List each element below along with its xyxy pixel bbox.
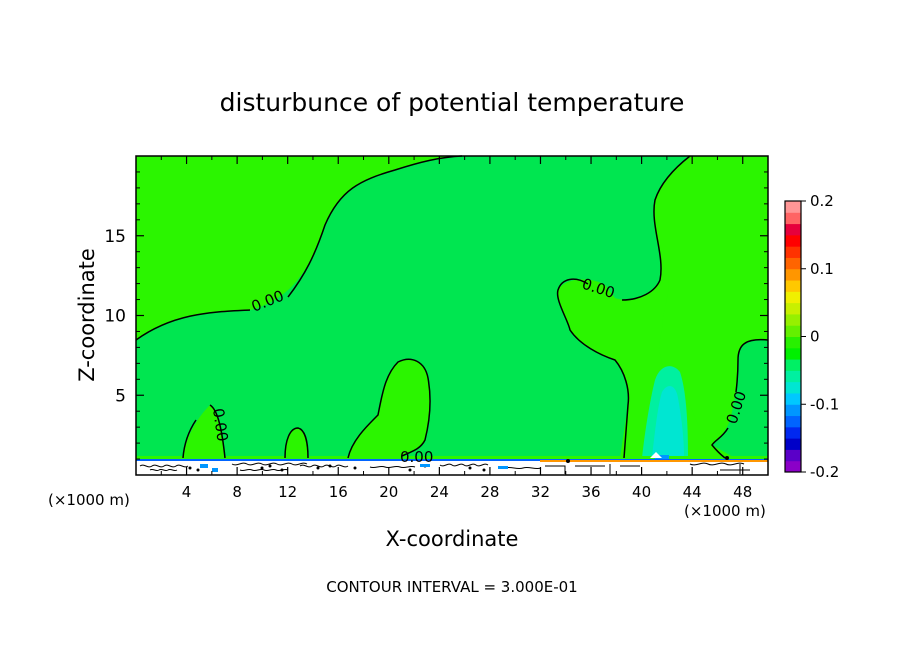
surface-noise [139, 462, 750, 474]
colorbar-tick-label: 0 [810, 328, 820, 346]
negative-core-inner [652, 386, 684, 458]
negative-region-right [712, 339, 768, 458]
colorbar-swatch [785, 201, 801, 213]
plot-area: 0.00 0.00 0.00 0.00 0.00 [135, 155, 769, 476]
background-pocket-5 [348, 359, 431, 458]
x-tick-label: 4 [182, 483, 192, 501]
y-tick-label: 5 [115, 386, 126, 406]
colorbar-swatch [785, 381, 801, 394]
colorbar-swatch [785, 257, 801, 270]
colorbar-swatch [785, 268, 801, 281]
colorbar-swatch [785, 325, 801, 337]
x-tick-label: 8 [232, 483, 242, 501]
x-tick-label: 12 [278, 483, 297, 501]
zero-contours [135, 155, 769, 459]
background-pocket-2 [653, 156, 768, 445]
colorbar-swatch [785, 212, 801, 225]
colorbar-swatch [785, 392, 801, 405]
background-pocket-3 [183, 405, 225, 458]
background-pocket-1 [136, 156, 462, 340]
colorbar-swatch [785, 336, 801, 349]
colorbar-swatch [785, 234, 801, 247]
x-tick-label: 28 [480, 483, 499, 501]
colorbar-swatch [785, 302, 801, 315]
x-tick-label: 40 [632, 483, 651, 501]
colorbar-tick-label: 0.1 [810, 260, 834, 278]
colorbar-swatch [785, 347, 801, 360]
x-tick-label: 36 [581, 483, 600, 501]
colorbar-swatch [785, 415, 801, 428]
colorbar-tick-label: -0.2 [810, 463, 839, 481]
y-tick-label: 10 [104, 307, 126, 327]
x-unit-label-right: (×1000 m) [684, 502, 766, 520]
colorbar-swatch [785, 438, 801, 450]
y-axis-label: Z-coordinate [75, 248, 99, 382]
chart-title: disturbunce of potential temperature [220, 88, 685, 117]
colorbar-swatch [785, 370, 801, 383]
surface-blue-specks [200, 455, 669, 472]
surface-stripe [136, 456, 768, 461]
x-unit-label: (×1000 m) [48, 491, 130, 509]
colorbar: 0.2 0.1 0 -0.1 -0.2 [784, 192, 839, 481]
contour-interval-text: CONTOUR INTERVAL = 3.000E-01 [326, 578, 577, 596]
x-tick-label: 16 [329, 483, 348, 501]
contour-label-5: 0.00 [400, 448, 433, 466]
x-axis-label: X-coordinate [386, 527, 519, 551]
x-axis: 4 8 12 16 20 24 28 32 36 40 44 48 [160, 156, 752, 501]
colorbar-swatch [785, 359, 801, 371]
surface-white-spike [650, 452, 662, 458]
y-axis: 5 10 15 [104, 171, 768, 460]
colorbar-swatch [785, 426, 801, 439]
contour-label-4: 0.00 [209, 407, 231, 443]
colorbar-swatch [785, 313, 801, 326]
x-tick-label: 44 [683, 483, 702, 501]
x-tick-label: 32 [531, 483, 550, 501]
colorbar-swatch [785, 223, 801, 236]
colorbar-swatch [785, 280, 801, 292]
colorbar-tick-label: -0.1 [810, 395, 839, 413]
x-tick-label: 20 [379, 483, 398, 501]
colorbar-swatch [785, 460, 801, 473]
colorbar-swatch [785, 291, 801, 304]
x-tick-label: 48 [733, 483, 752, 501]
y-tick-label: 15 [104, 227, 126, 247]
colorbar-tick-label: 0.2 [810, 192, 834, 210]
colorbar-swatch [785, 246, 801, 258]
colorbar-swatch [785, 449, 801, 462]
background-pocket-4 [285, 428, 308, 458]
negative-region-main [136, 156, 690, 458]
colorbar-swatch [785, 404, 801, 417]
x-tick-label: 24 [430, 483, 449, 501]
